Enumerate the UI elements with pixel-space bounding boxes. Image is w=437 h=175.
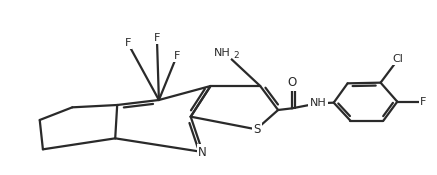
Text: NH: NH	[309, 98, 326, 108]
Text: S: S	[253, 123, 261, 136]
Text: NH: NH	[214, 48, 231, 58]
Text: Cl: Cl	[392, 54, 403, 64]
Text: F: F	[173, 51, 180, 61]
Text: F: F	[420, 97, 426, 107]
Text: F: F	[154, 33, 160, 43]
Text: N: N	[198, 145, 207, 159]
Text: F: F	[125, 38, 131, 48]
Text: O: O	[288, 76, 297, 89]
Text: 2: 2	[234, 51, 239, 60]
